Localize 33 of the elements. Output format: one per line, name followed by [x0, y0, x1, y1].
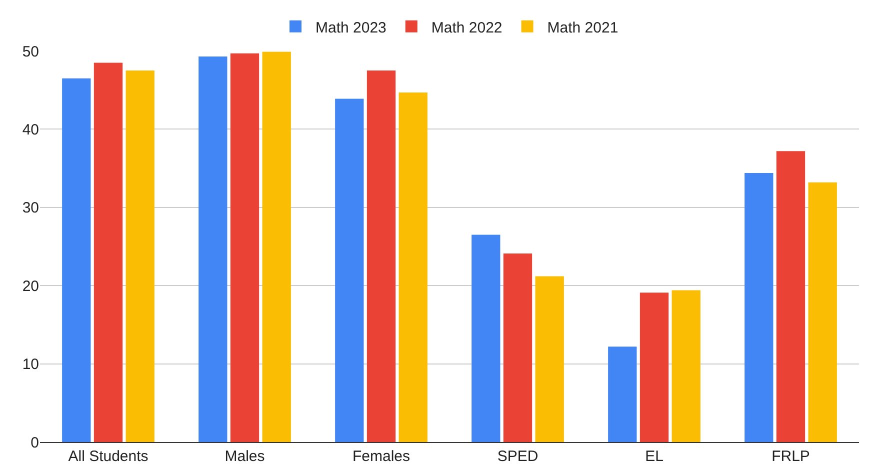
bar — [335, 98, 364, 442]
y-tick-label: 10 — [22, 356, 39, 374]
bar — [672, 290, 700, 442]
bar — [62, 78, 91, 442]
x-tick-label: SPED — [497, 448, 538, 465]
y-tick-label: 30 — [22, 200, 39, 217]
bar — [640, 292, 669, 442]
x-tick-label: FRLP — [772, 448, 810, 465]
bar — [398, 92, 428, 442]
bar — [808, 182, 837, 442]
legend-label: Math 2022 — [431, 19, 502, 36]
legend-label: Math 2023 — [316, 19, 386, 36]
bar — [230, 53, 260, 442]
y-tick-label: 0 — [30, 434, 39, 452]
bar — [198, 56, 228, 442]
bar — [366, 70, 396, 442]
bar — [744, 172, 774, 442]
y-tick-label: 40 — [22, 121, 39, 138]
x-tick-label: Males — [224, 448, 265, 465]
bar — [503, 254, 532, 442]
bar — [472, 234, 500, 442]
x-tick-label: All Students — [68, 448, 148, 465]
y-tick-label: 50 — [22, 43, 39, 60]
y-tick-label: 20 — [22, 278, 39, 295]
bar — [608, 346, 637, 442]
bar — [126, 70, 154, 442]
bar — [262, 52, 291, 442]
bar — [776, 151, 806, 442]
legend-label: Math 2021 — [547, 19, 618, 36]
bar — [94, 62, 123, 442]
bar — [535, 276, 564, 442]
x-tick-label: EL — [645, 448, 664, 465]
x-tick-label: Females — [352, 448, 410, 465]
